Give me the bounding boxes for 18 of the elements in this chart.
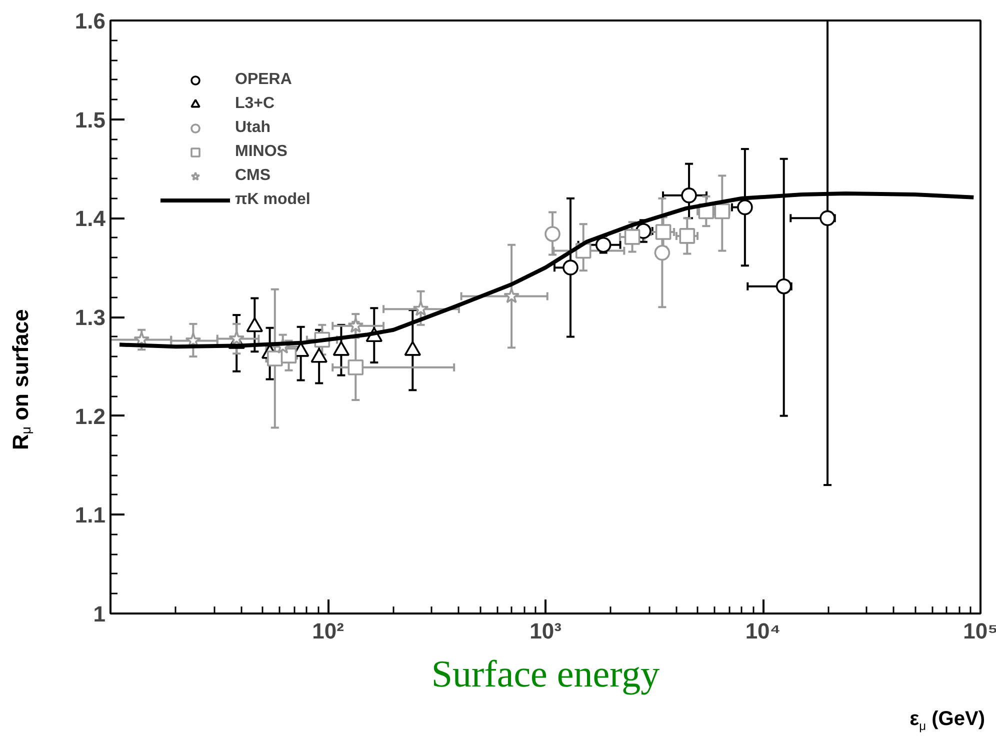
- text: Surface energy: [431, 654, 660, 696]
- y-tick-label: 1.6: [74, 8, 106, 34]
- legend-label: OPERA: [235, 71, 292, 89]
- legend-label: CMS: [235, 167, 271, 185]
- x-tick-label: 10⁴: [745, 618, 781, 644]
- x-tick-label: 10²: [312, 618, 344, 644]
- legend-label: Utah: [235, 119, 271, 137]
- y-tick-label: 1.2: [74, 404, 106, 429]
- y-tick-label: 1.1: [74, 502, 106, 528]
- legend-label: MINOS: [235, 143, 288, 161]
- legend-label: πK model: [235, 191, 310, 209]
- legend-label: L3+C: [235, 95, 275, 113]
- x-tick-label: 10³: [530, 618, 562, 644]
- y-tick-label: 1: [93, 602, 106, 626]
- y-tick-label: 1.3: [74, 305, 106, 330]
- y-tick-label: 1.4: [74, 206, 106, 232]
- x-axis-title: ε$_{μ}$ (GeV): [910, 707, 985, 735]
- y-tick-label: 1.5: [74, 107, 106, 132]
